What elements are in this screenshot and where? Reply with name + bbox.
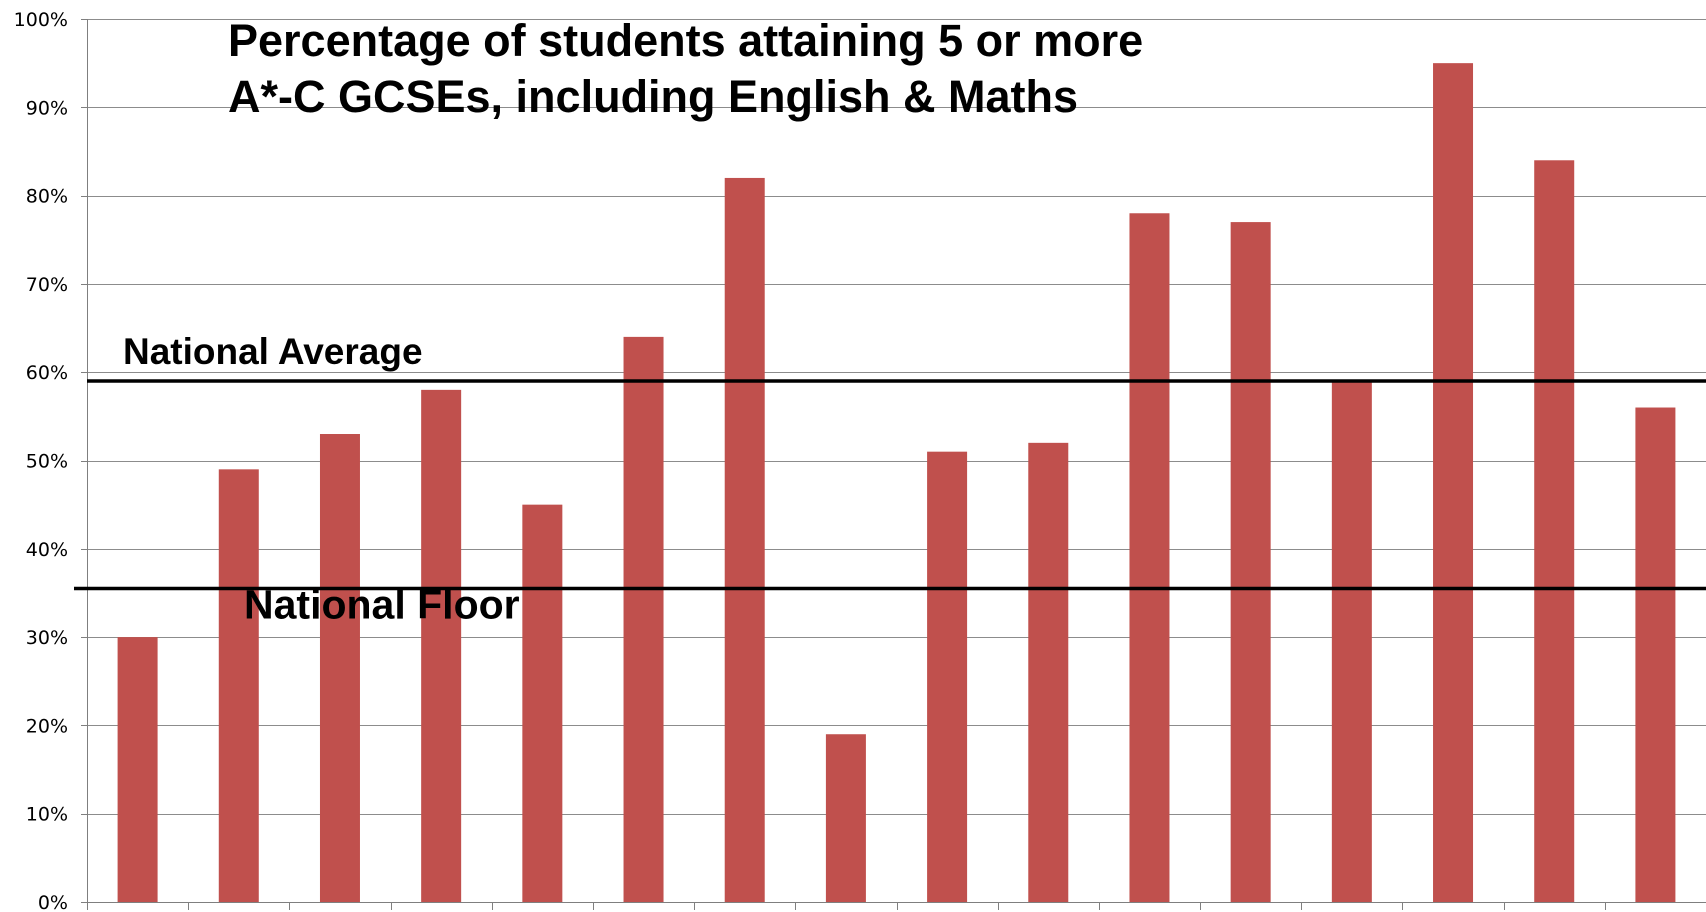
- bar: [623, 336, 664, 902]
- y-tick-label: 50%: [26, 451, 68, 473]
- bar: [1028, 442, 1069, 902]
- chart-title: Percentage of students attaining 5 or mo…: [228, 15, 1143, 122]
- y-tick-label: 60%: [26, 362, 68, 384]
- bar: [1129, 213, 1170, 902]
- bar: [1230, 222, 1271, 903]
- y-tick-label: 10%: [26, 804, 68, 826]
- x-tick-marks: [81, 19, 1606, 910]
- y-tick-label: 30%: [26, 627, 68, 649]
- bar: [319, 434, 360, 902]
- bar: [825, 734, 866, 902]
- y-tick-labels: 0% 10% 20% 30% 40% 50% 60% 70% 80% 90% 100%: [14, 9, 68, 912]
- bar: [1635, 407, 1676, 902]
- reference-lines: National Average National Floor: [74, 331, 1706, 628]
- y-tick-label: 90%: [26, 97, 68, 119]
- y-tick-label: 40%: [26, 539, 68, 561]
- y-tick-label: 20%: [26, 715, 68, 737]
- y-tick-label: 100%: [14, 9, 68, 31]
- chart-title-line-1: Percentage of students attaining 5 or mo…: [228, 15, 1143, 66]
- bar: [927, 451, 968, 902]
- reference-line-label: National Average: [123, 331, 423, 372]
- bar: [522, 504, 563, 902]
- axes: [87, 19, 1706, 910]
- y-tick-label: 70%: [26, 274, 68, 296]
- bar: [218, 469, 259, 902]
- y-tick-label: 80%: [26, 186, 68, 208]
- bar: [421, 389, 462, 902]
- y-tick-label: 0%: [38, 892, 68, 912]
- bar: [117, 637, 158, 902]
- bars: [117, 63, 1676, 903]
- bar: [724, 177, 765, 902]
- bar: [1331, 381, 1372, 902]
- bar: [1534, 160, 1575, 902]
- bar: [1433, 63, 1474, 902]
- chart-title-line-2: A*-C GCSEs, including English & Maths: [228, 71, 1078, 122]
- reference-line-label: National Floor: [244, 582, 520, 628]
